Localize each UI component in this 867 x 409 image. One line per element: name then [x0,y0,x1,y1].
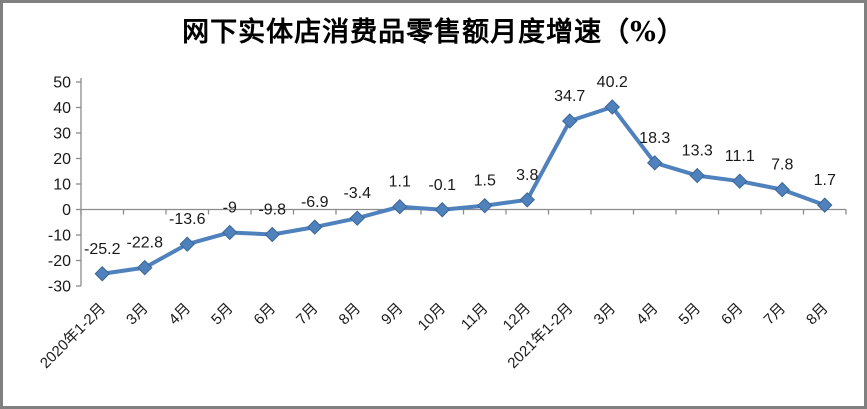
x-axis-label: 6月 [251,300,280,329]
data-label: 13.3 [682,143,713,160]
data-label: 11.1 [725,148,755,165]
y-tick-label: 20 [53,151,71,168]
data-label: -3.4 [343,185,371,202]
chart-title: 网下实体店消费品零售额月度增速（%） [182,17,685,48]
data-point-marker [689,167,705,184]
x-axis-label: 8月 [803,300,832,329]
data-point-marker [179,236,195,252]
y-tick-label: 40 [53,100,71,117]
x-axis-label: 3月 [123,300,152,329]
data-label: 34.7 [554,88,585,105]
data-point-marker [732,173,748,189]
x-axis-label: 5月 [208,300,237,329]
y-tick-label: 50 [53,75,71,92]
data-label: 7.8 [771,157,793,174]
y-tick-label: 30 [53,126,71,143]
data-label: 1.1 [389,174,411,191]
x-axis-label: 2020年1-2月 [37,300,109,372]
y-tick-label: -20 [48,253,71,270]
y-tick-label: -30 [48,279,71,296]
line-chart: 50 40 30 20 10 0 -10 -20 -30 2020年1-2月 3月 4月 5月 6月 7月 8… [37,74,847,372]
data-point-marker [604,99,620,115]
x-axis-label: 8月 [336,300,365,329]
data-point-marker [647,155,663,171]
data-label: -6.9 [301,194,329,211]
data-label: -9.8 [258,201,286,218]
data-point-marker [94,266,110,282]
data-label: -25.2 [84,241,121,258]
x-axis-label: 4月 [633,300,662,329]
x-axis-label: 4月 [166,300,195,329]
data-label: 3.8 [516,167,538,184]
data-point-marker [774,181,790,198]
data-label: -9 [223,199,237,216]
data-label: 40.2 [597,74,628,91]
y-tick-label: -10 [48,228,71,245]
data-point-marker [477,197,493,214]
data-label: 1.5 [474,173,496,190]
y-tick-label: 10 [53,177,71,194]
data-label: 18.3 [639,130,670,147]
data-point-marker [562,113,578,129]
x-axis-label: 12月 [500,300,534,334]
x-axis-label: 11月 [458,300,492,334]
x-axis-label: 6月 [718,300,747,329]
data-label: -0.1 [428,177,456,194]
data-point-marker [307,219,323,235]
x-axis-label: 3月 [591,300,620,329]
x-axis-label: 10月 [415,300,449,334]
data-label: -22.8 [127,235,164,252]
x-axis-label: 7月 [761,300,790,329]
x-axis-label: 7月 [293,300,322,329]
x-axis-label: 9月 [378,300,407,329]
data-point-marker [817,197,833,213]
data-point-marker [264,226,280,243]
y-tick-label: 0 [62,202,71,219]
series-line [100,104,827,276]
data-point-marker [392,198,408,215]
data-point-marker [137,259,153,276]
data-label: 1.7 [814,172,836,189]
data-point-marker [349,210,365,226]
data-point-marker [434,202,450,218]
x-axis-label: 5月 [676,300,705,329]
data-label: -13.6 [169,211,206,228]
data-point-marker [222,224,238,241]
data-point-marker [519,192,535,208]
